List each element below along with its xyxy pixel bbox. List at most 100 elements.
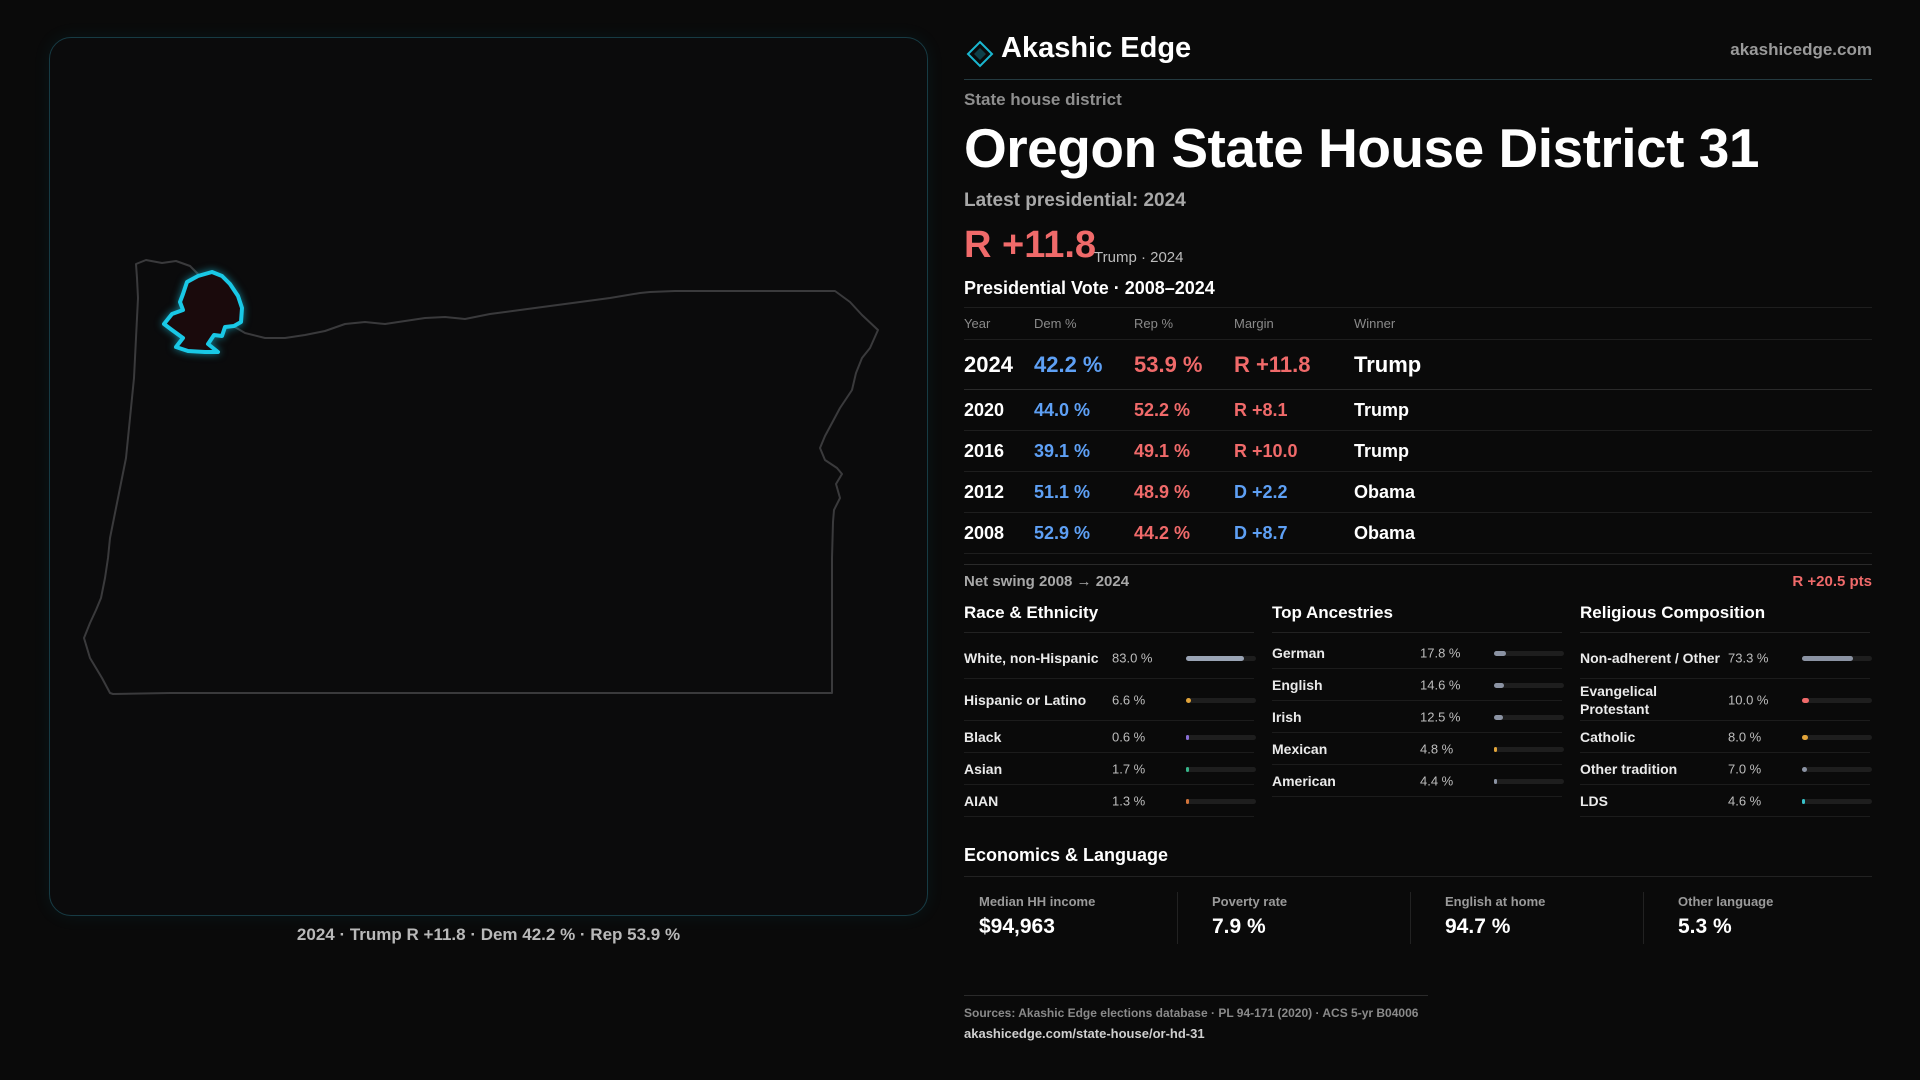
- sources-footer: Sources: Akashic Edge elections database…: [964, 995, 1428, 1041]
- list-item: AIAN 1.3 %: [964, 785, 1256, 817]
- race-label: White, non-Hispanic: [964, 649, 1099, 666]
- ancestry-label: Irish: [1272, 708, 1302, 725]
- list-item: Black 0.6 %: [964, 721, 1256, 753]
- cell-rep: 44.2 %: [1134, 512, 1234, 554]
- list-item: Other tradition 7.0 %: [1580, 753, 1872, 785]
- religion-label: Evangelical Protestant: [1580, 682, 1658, 717]
- stat-value: 7.9 %: [1212, 915, 1266, 938]
- bar-fill: [1802, 655, 1853, 661]
- district-map[interactable]: [50, 38, 929, 917]
- list-item: American 4.4 %: [1272, 765, 1564, 797]
- ancestry-title: Top Ancestries: [1272, 603, 1562, 633]
- list-item: Catholic 8.0 %: [1580, 721, 1872, 753]
- bar-fill: [1186, 697, 1191, 703]
- list-item: LDS 4.6 %: [1580, 785, 1872, 817]
- race-value: 1.3 %: [1112, 793, 1146, 808]
- bar-fill: [1802, 697, 1809, 703]
- bar-track: [1494, 650, 1564, 656]
- race-panel: Race & Ethnicity White, non-Hispanic 83.0…: [964, 603, 1256, 817]
- bar-track: [1186, 655, 1256, 661]
- cell-dem: 52.9 %: [1034, 512, 1134, 554]
- cell-rep: 53.9 %: [1134, 339, 1234, 390]
- religion-value: 10.0 %: [1728, 692, 1769, 707]
- bar-fill: [1186, 734, 1189, 740]
- stat-label: Other language: [1678, 894, 1774, 909]
- net-swing-value: R +20.5 pts: [1792, 573, 1872, 590]
- race-value: 1.7 %: [1112, 761, 1146, 776]
- table-header-row: Year Dem % Rep % Margin Winner: [964, 307, 1872, 340]
- cell-year: 2020: [964, 389, 1034, 431]
- sources-url[interactable]: akashicedge.com/state-house/or-hd-31: [964, 1026, 1205, 1041]
- stat-card: English at home 94.7 %: [1430, 892, 1644, 944]
- economics-title: Economics & Language: [964, 845, 1872, 877]
- bar-fill: [1494, 650, 1506, 656]
- stat-label: Poverty rate: [1212, 894, 1288, 909]
- vote-table-title: Presidential Vote · 2008–2024: [964, 278, 1215, 298]
- ancestry-label: German: [1272, 644, 1325, 661]
- bar-track: [1186, 766, 1256, 772]
- bar-track: [1802, 734, 1872, 740]
- bar-track: [1494, 714, 1564, 720]
- list-item: Non-adherent / Other 73.3 %: [1580, 637, 1872, 679]
- race-label: Asian: [964, 760, 1003, 777]
- diamond-icon: [966, 40, 994, 68]
- headline-margin: R +11.8: [964, 224, 1097, 266]
- col-header-dem: Dem %: [1034, 307, 1134, 340]
- cell-year: 2024: [964, 339, 1034, 390]
- race-label: Hispanic or Latino: [964, 691, 1087, 708]
- page-title: Oregon State House District 31: [964, 117, 1759, 179]
- stat-card: Poverty rate 7.9 %: [1197, 892, 1411, 944]
- stat-value: 5.3 %: [1678, 915, 1732, 938]
- ancestry-panel: Top Ancestries German 17.8 % English 14.6 %…: [1272, 603, 1564, 797]
- race-value: 6.6 %: [1112, 692, 1146, 707]
- list-item: White, non-Hispanic 83.0 %: [964, 637, 1256, 679]
- cell-winner: Trump: [1354, 389, 1872, 431]
- table-row: 2024 42.2 % 53.9 % R +11.8 Trump: [964, 339, 1872, 390]
- brand-url[interactable]: akashicedge.com: [1730, 40, 1872, 59]
- cell-winner: Trump: [1354, 430, 1872, 472]
- race-title: Race & Ethnicity: [964, 603, 1254, 633]
- bar-track: [1802, 766, 1872, 772]
- religion-value: 4.6 %: [1728, 793, 1762, 808]
- col-header-winner: Winner: [1354, 307, 1872, 340]
- bar-fill: [1494, 746, 1497, 752]
- cell-year: 2008: [964, 512, 1034, 554]
- sources-text: Sources: Akashic Edge elections database…: [964, 1006, 1419, 1020]
- race-label: Black: [964, 728, 1002, 745]
- religion-value: 8.0 %: [1728, 729, 1762, 744]
- table-row: 2008 52.9 % 44.2 % D +8.7 Obama: [964, 512, 1872, 554]
- cell-rep: 48.9 %: [1134, 471, 1234, 513]
- brand-header: Akashic Edge akashicedge.com: [964, 32, 1872, 80]
- religion-value: 73.3 %: [1728, 650, 1769, 665]
- bar-track: [1186, 697, 1256, 703]
- bar-fill: [1802, 798, 1805, 804]
- stat-value: 94.7 %: [1445, 915, 1511, 938]
- cell-year: 2012: [964, 471, 1034, 513]
- district-highlight[interactable]: [162, 270, 244, 354]
- stat-label: English at home: [1445, 894, 1546, 909]
- cell-winner: Obama: [1354, 471, 1872, 513]
- bar-fill: [1802, 734, 1808, 740]
- list-item: English 14.6 %: [1272, 669, 1564, 701]
- bar-track: [1494, 746, 1564, 752]
- ancestry-value: 4.4 %: [1420, 773, 1454, 788]
- stat-card: Median HH income $94,963: [964, 892, 1178, 944]
- religion-label: Non-adherent / Other: [1580, 649, 1721, 666]
- district-type: State house district: [964, 90, 1122, 109]
- cell-dem: 39.1 %: [1034, 430, 1134, 472]
- cell-margin: R +11.8: [1234, 339, 1354, 390]
- cell-year: 2016: [964, 430, 1034, 472]
- headline-margin-note: Trump · 2024: [1094, 249, 1184, 266]
- bar-fill: [1186, 798, 1189, 804]
- net-swing-label: Net swing 2008 → 2024: [964, 573, 1130, 590]
- ancestry-value: 14.6 %: [1420, 677, 1461, 692]
- latest-presidential: Latest presidential: 2024: [964, 190, 1186, 211]
- cell-dem: 51.1 %: [1034, 471, 1134, 513]
- cell-winner: Trump: [1354, 339, 1872, 390]
- bar-track: [1802, 798, 1872, 804]
- cell-rep: 49.1 %: [1134, 430, 1234, 472]
- cell-margin: R +8.1: [1234, 389, 1354, 431]
- race-value: 83.0 %: [1112, 650, 1153, 665]
- religion-label: Catholic: [1580, 728, 1636, 745]
- bar-fill: [1186, 655, 1244, 661]
